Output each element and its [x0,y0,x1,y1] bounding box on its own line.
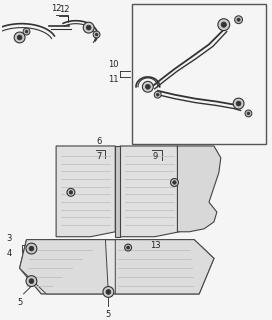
Polygon shape [115,240,214,294]
Text: 4: 4 [7,249,12,258]
Bar [132,4,266,144]
Text: 6: 6 [97,137,102,146]
Circle shape [26,243,37,254]
Circle shape [247,112,250,115]
Circle shape [237,18,240,21]
Text: 2: 2 [204,12,209,21]
Circle shape [69,190,73,194]
Polygon shape [56,146,115,237]
Circle shape [93,31,100,38]
Circle shape [14,32,25,43]
Polygon shape [115,146,120,237]
Text: 7: 7 [97,152,102,161]
Circle shape [29,246,34,251]
Circle shape [146,84,150,89]
Circle shape [173,181,176,184]
Circle shape [17,35,22,40]
Circle shape [95,33,98,36]
Circle shape [25,30,28,33]
Circle shape [221,22,227,27]
Polygon shape [177,146,221,232]
Circle shape [126,246,130,249]
Circle shape [103,286,114,297]
Polygon shape [20,240,108,294]
Circle shape [106,290,111,294]
Text: 12: 12 [59,5,70,14]
Circle shape [236,101,241,106]
Text: 11: 11 [108,75,118,84]
Text: 1: 1 [204,26,209,35]
Circle shape [233,98,244,109]
Text: 13: 13 [150,241,160,250]
Circle shape [23,28,30,35]
Text: 5: 5 [17,298,22,307]
Text: 10: 10 [108,60,118,69]
Circle shape [156,93,159,96]
Circle shape [218,19,230,31]
Circle shape [143,81,153,92]
Circle shape [83,22,94,33]
Circle shape [171,179,178,187]
Circle shape [67,188,75,196]
Circle shape [235,16,243,24]
Circle shape [154,91,161,98]
Text: 3: 3 [7,234,12,243]
Circle shape [29,279,34,284]
Circle shape [86,25,91,30]
Circle shape [125,244,132,251]
Polygon shape [20,240,214,294]
Circle shape [245,110,252,117]
Text: 9: 9 [153,152,158,161]
Text: 8: 8 [153,137,158,146]
Text: 12: 12 [51,4,61,13]
Circle shape [26,276,37,286]
Polygon shape [120,146,180,237]
Text: 5: 5 [106,310,111,319]
